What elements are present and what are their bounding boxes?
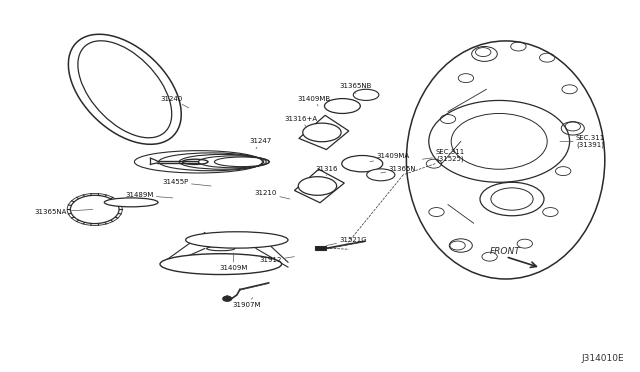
Text: 31409MA: 31409MA — [370, 153, 410, 162]
Ellipse shape — [367, 169, 395, 181]
Text: 31365N: 31365N — [381, 166, 416, 173]
Bar — [315, 246, 326, 250]
Ellipse shape — [298, 177, 337, 195]
Ellipse shape — [160, 254, 282, 275]
Text: FRONT: FRONT — [490, 247, 520, 256]
Text: 31316+A: 31316+A — [284, 116, 317, 126]
Text: 31240: 31240 — [160, 96, 189, 108]
Ellipse shape — [353, 89, 379, 100]
Text: 31912: 31912 — [259, 257, 294, 263]
Polygon shape — [299, 115, 349, 150]
Text: 31907M: 31907M — [232, 298, 260, 308]
Text: 31210: 31210 — [255, 190, 290, 199]
Ellipse shape — [342, 155, 383, 172]
Circle shape — [223, 296, 232, 301]
Text: SEC.311
(31525): SEC.311 (31525) — [422, 149, 465, 162]
Text: 31365NA: 31365NA — [35, 209, 93, 215]
Text: 31489M: 31489M — [125, 192, 173, 198]
Circle shape — [70, 195, 119, 224]
Text: SEC.311
(31391): SEC.311 (31391) — [560, 135, 605, 148]
Ellipse shape — [324, 99, 360, 113]
Ellipse shape — [78, 41, 172, 138]
Text: 31455P: 31455P — [163, 179, 211, 186]
Text: 31409MB: 31409MB — [297, 96, 330, 106]
Ellipse shape — [104, 198, 158, 207]
Text: J314010E: J314010E — [581, 354, 624, 363]
Polygon shape — [294, 169, 344, 203]
Text: 31247: 31247 — [250, 138, 272, 149]
Text: 31316: 31316 — [315, 166, 338, 176]
Ellipse shape — [303, 123, 341, 142]
Ellipse shape — [406, 41, 605, 279]
Text: 31409M: 31409M — [220, 253, 248, 271]
Ellipse shape — [186, 232, 288, 248]
Text: 31521G: 31521G — [326, 237, 367, 246]
Text: 31365NB: 31365NB — [339, 83, 371, 94]
